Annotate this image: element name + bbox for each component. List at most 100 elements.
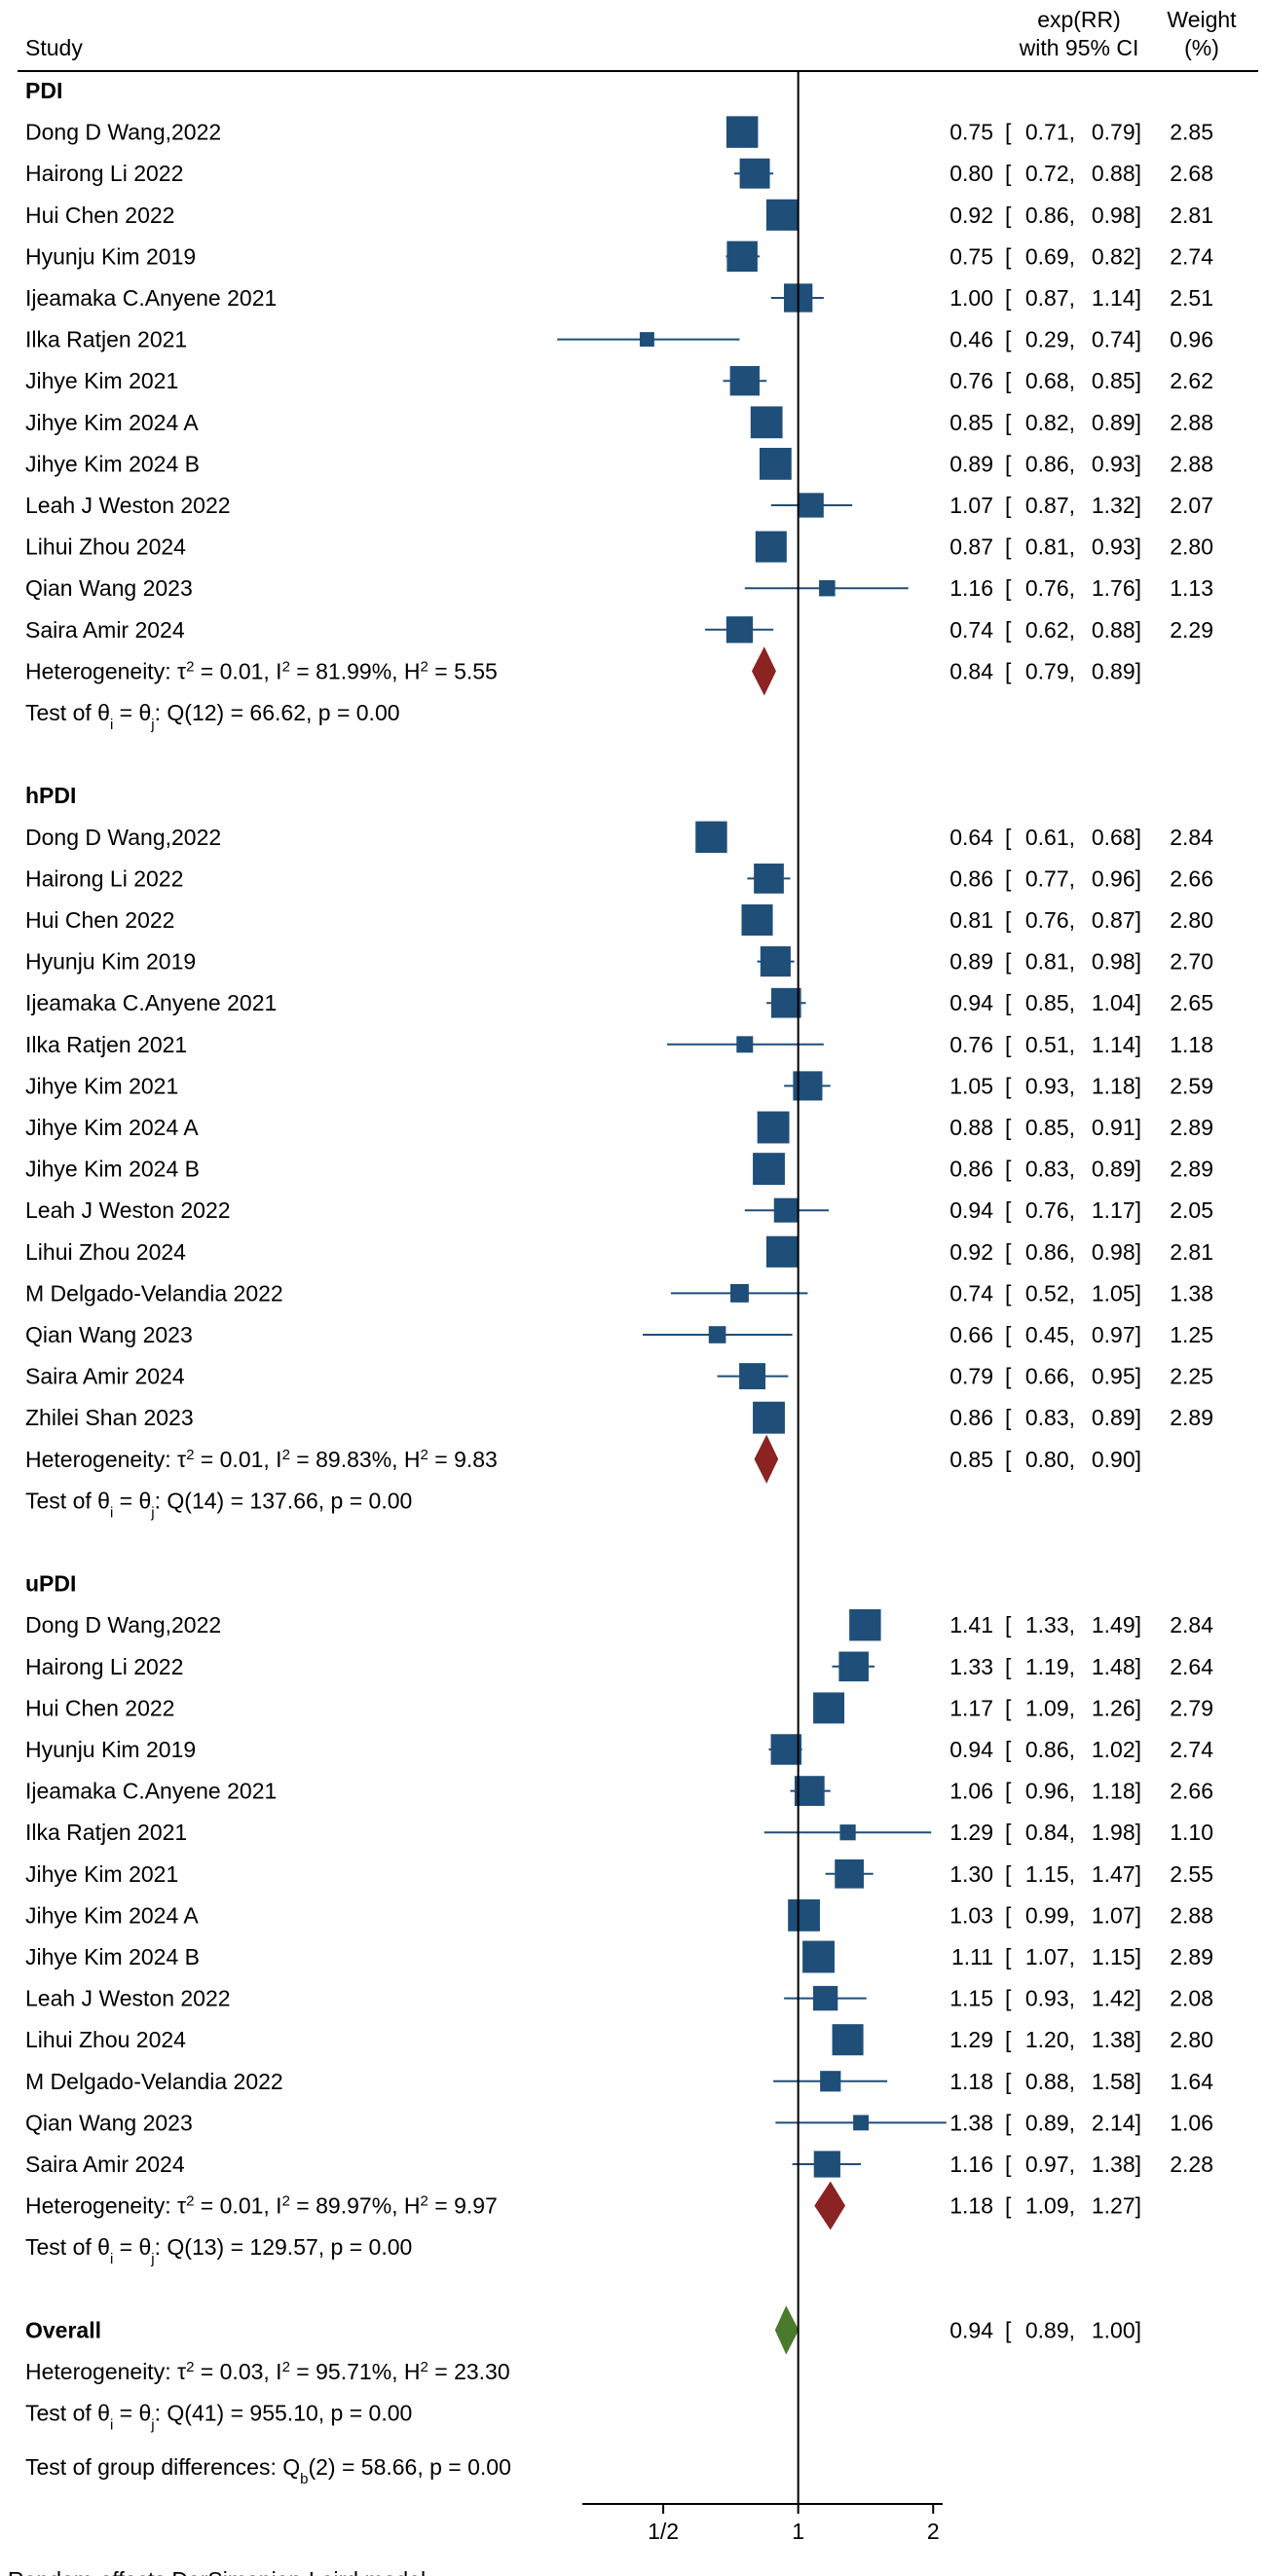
study-bracket-open: [	[1005, 327, 1012, 352]
study-ci-lower: 0.66,	[1025, 1364, 1075, 1389]
study-label: M Delgado-Velandia 2022	[25, 1280, 283, 1306]
study-label: Ijeamaka C.Anyene 2021	[25, 285, 277, 311]
study-marker	[755, 531, 787, 563]
study-bracket-open: [	[1005, 865, 1012, 891]
study-weight: 2.81	[1170, 202, 1213, 228]
overall-ci-upper: 1.00]	[1092, 2317, 1141, 2342]
study-weight: 2.59	[1170, 1073, 1213, 1098]
study-ci-lower: 0.61,	[1025, 825, 1075, 850]
study-ci-lower: 0.51,	[1025, 1032, 1075, 1057]
study-ci-upper: 1.04]	[1092, 990, 1141, 1015]
study-weight: 2.88	[1170, 1902, 1213, 1928]
study-weight: 1.25	[1170, 1322, 1213, 1347]
study-ci-upper: 1.18]	[1092, 1073, 1141, 1098]
overall-diamond	[774, 2305, 800, 2355]
study-bracket-open: [	[1005, 1654, 1012, 1679]
study-ci-lower: 0.87,	[1025, 493, 1075, 518]
study-estimate: 0.66	[949, 1322, 993, 1347]
study-bracket-open: [	[1005, 1364, 1012, 1389]
study-estimate: 0.76	[949, 368, 993, 393]
study-estimate: 1.41	[949, 1612, 993, 1638]
study-label: Leah J Weston 2022	[25, 1197, 231, 1223]
study-ci-upper: 1.02]	[1092, 1737, 1141, 1762]
study-estimate: 1.33	[949, 1654, 993, 1679]
study-bracket-open: [	[1005, 368, 1012, 393]
study-ci-upper: 0.87]	[1092, 907, 1141, 933]
study-weight: 2.25	[1170, 1364, 1213, 1389]
overall-ci-lower: 0.89,	[1025, 2317, 1075, 2342]
study-weight: 2.65	[1170, 990, 1213, 1015]
study-ci-lower: 0.97,	[1025, 2152, 1075, 2177]
study-bracket-open: [	[1005, 1197, 1012, 1223]
study-ci-upper: 1.47]	[1092, 1861, 1141, 1887]
study-weight: 2.74	[1170, 243, 1213, 269]
study-bracket-open: [	[1005, 825, 1012, 850]
group-title: uPDI	[25, 1571, 76, 1597]
study-bracket-open: [	[1005, 1322, 1012, 1347]
study-marker	[739, 1363, 765, 1390]
study-ci-lower: 0.85,	[1025, 1115, 1075, 1140]
study-bracket-open: [	[1005, 120, 1012, 145]
study-ci-upper: 1.98]	[1092, 1820, 1141, 1845]
study-label: Saira Amir 2024	[25, 2152, 185, 2177]
study-ci-lower: 1.33,	[1025, 1612, 1075, 1638]
study-estimate: 0.64	[949, 825, 993, 850]
study-estimate: 1.29	[949, 2027, 993, 2052]
study-ci-lower: 1.19,	[1025, 1654, 1075, 1679]
study-ci-upper: 0.93]	[1092, 451, 1141, 476]
study-marker	[754, 864, 784, 894]
study-estimate: 1.38	[949, 2110, 993, 2135]
study-label: Leah J Weston 2022	[25, 1986, 231, 2011]
study-label: Leah J Weston 2022	[25, 493, 231, 518]
overall-bracket-open: [	[1005, 2317, 1012, 2342]
study-estimate: 1.06	[949, 1779, 993, 1804]
study-marker	[741, 903, 773, 937]
study-label: Hyunju Kim 2019	[25, 949, 196, 975]
study-label: Hyunju Kim 2019	[25, 243, 196, 269]
subgroup-ci-upper: 0.89]	[1092, 658, 1141, 683]
study-label: Hairong Li 2022	[25, 1654, 183, 1679]
study-ci-lower: 0.86,	[1025, 202, 1075, 228]
subgroup-estimate: 0.85	[949, 1447, 993, 1472]
subgroup-bracket-open: [	[1005, 1447, 1012, 1472]
study-label: Dong D Wang,2022	[25, 1612, 221, 1638]
study-ci-lower: 0.99,	[1025, 1902, 1075, 1928]
study-bracket-open: [	[1005, 1820, 1012, 1845]
study-label: Dong D Wang,2022	[25, 120, 221, 145]
study-label: Jihye Kim 2024 B	[25, 1944, 200, 1969]
study-marker	[812, 1985, 838, 2011]
study-marker	[760, 946, 791, 977]
study-ci-lower: 0.69,	[1025, 243, 1075, 269]
study-label: Ijeamaka C.Anyene 2021	[25, 990, 277, 1015]
study-ci-upper: 1.38]	[1092, 2152, 1141, 2177]
study-ci-lower: 0.83,	[1025, 1405, 1075, 1430]
study-ci-upper: 1.38]	[1092, 2027, 1141, 2052]
study-ci-upper: 1.18]	[1092, 1779, 1141, 1804]
study-estimate: 0.94	[949, 990, 993, 1015]
column-header-weight: Weight	[1167, 7, 1237, 32]
study-estimate: 0.74	[949, 1280, 993, 1306]
study-estimate: 1.00	[949, 285, 993, 311]
study-ci-lower: 0.89,	[1025, 2110, 1075, 2135]
study-marker	[753, 1401, 785, 1434]
study-ci-lower: 1.07,	[1025, 1944, 1075, 1969]
study-bracket-open: [	[1005, 1157, 1012, 1182]
study-ci-upper: 0.91]	[1092, 1115, 1141, 1140]
study-bracket-open: [	[1005, 1115, 1012, 1140]
study-marker	[853, 2115, 869, 2131]
study-weight: 2.89	[1170, 1157, 1213, 1182]
study-weight: 2.70	[1170, 949, 1213, 975]
study-ci-lower: 0.62,	[1025, 617, 1075, 643]
study-weight: 2.64	[1170, 1654, 1213, 1679]
study-ci-upper: 0.88]	[1092, 161, 1141, 186]
study-weight: 2.88	[1170, 410, 1213, 435]
study-marker	[813, 2151, 840, 2178]
study-estimate: 0.75	[949, 120, 993, 145]
study-ci-lower: 0.86,	[1025, 1239, 1075, 1265]
study-weight: 2.68	[1170, 161, 1213, 186]
study-label: Ilka Ratjen 2021	[25, 1820, 187, 1845]
study-ci-lower: 1.15,	[1025, 1861, 1075, 1887]
study-ci-upper: 0.98]	[1092, 1239, 1141, 1265]
study-bracket-open: [	[1005, 1861, 1012, 1887]
study-ci-upper: 1.32]	[1092, 493, 1141, 518]
